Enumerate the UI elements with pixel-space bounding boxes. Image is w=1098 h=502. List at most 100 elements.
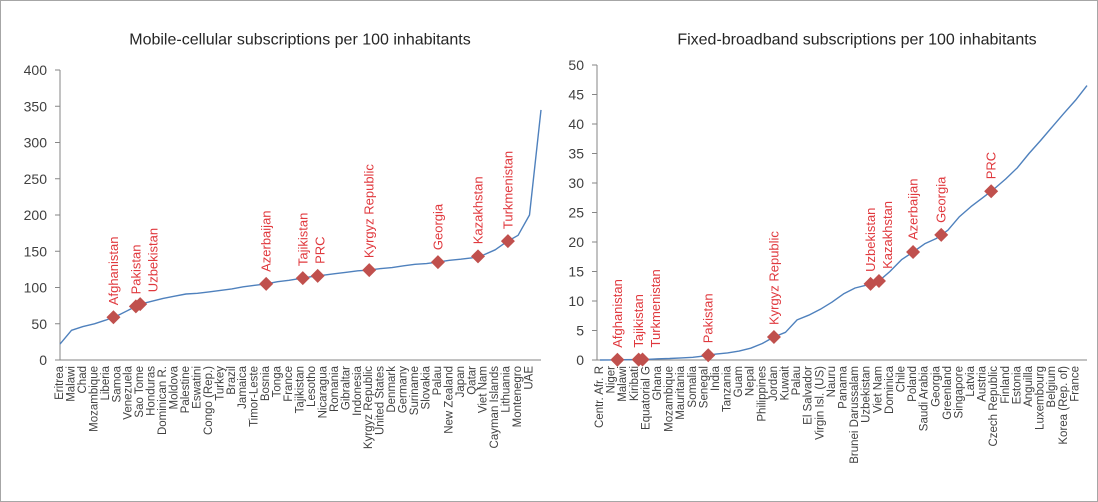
x-tick-label: Gibraltar <box>340 366 352 410</box>
x-tick-label: Tajikistan <box>295 366 307 413</box>
x-tick-label: Sao Tome <box>134 366 146 418</box>
y-tick-label: 50 <box>31 316 47 332</box>
x-tick-label: Cayman Islands <box>489 366 501 449</box>
x-tick-label: Palestine <box>180 366 192 413</box>
y-tick-label: 5 <box>576 323 584 339</box>
x-tick-label: Uzbekistan <box>861 366 873 423</box>
x-tick-label: Congo (Rep.) <box>203 366 215 435</box>
x-tick-label: Ghana <box>652 365 664 400</box>
highlight-label: Uzbekistan <box>145 228 160 292</box>
x-tick-label: Kuwait <box>780 365 792 400</box>
x-tick-label: Honduras <box>146 366 158 416</box>
x-tick-label: Mozambique <box>664 366 676 432</box>
highlight-label: Kyrgyz Republic <box>766 231 781 325</box>
x-tick-label: Germany <box>398 366 410 414</box>
x-tick-label: Viet Nam <box>478 366 490 413</box>
x-tick-label: Senegal <box>698 366 710 408</box>
x-tick-label: Malawi <box>617 366 629 402</box>
x-tick-label: Luxembourg <box>1035 366 1047 430</box>
highlight-label: PRC <box>984 152 999 179</box>
chart-panel-2: Fixed-broadband subscriptions per 100 in… <box>568 32 1088 464</box>
x-tick-label: Qatar <box>466 366 478 395</box>
y-tick-label: 40 <box>568 116 584 132</box>
x-tick-label: Turkey <box>214 366 226 401</box>
highlight-marker <box>984 184 999 199</box>
highlight-label: Georgia <box>430 203 445 250</box>
x-tick-label: Belgium <box>1046 366 1058 408</box>
x-tick-label: Philippines <box>756 366 768 422</box>
highlight-marker <box>500 234 515 249</box>
data-line <box>599 85 1088 361</box>
x-tick-label: Kyrgyz Republic <box>363 366 375 449</box>
x-tick-label: France <box>1069 366 1081 402</box>
x-tick-label: Estonia <box>1011 365 1023 404</box>
x-tick-label: Viet Nam <box>872 366 884 413</box>
x-tick-label: Greenland <box>942 366 954 420</box>
chart-title: Mobile-cellular subscriptions per 100 in… <box>129 32 471 49</box>
x-tick-label: Japan <box>455 366 467 397</box>
y-tick-label: 50 <box>568 57 584 73</box>
x-tick-label: Czech Republic <box>988 366 1000 447</box>
y-tick-label: 0 <box>576 352 584 368</box>
x-tick-label: Mauritania <box>675 365 687 419</box>
y-tick-label: 30 <box>568 175 584 191</box>
x-tick-label: Samoa <box>111 365 123 402</box>
x-tick-label: Liberia <box>100 365 112 400</box>
highlight-label: Afghanistan <box>610 279 625 348</box>
x-tick-label: Denmark <box>386 366 398 413</box>
x-tick-label: Palau <box>791 366 803 395</box>
x-tick-label: Montenegro <box>512 366 524 427</box>
x-tick-label: India <box>710 365 722 391</box>
x-tick-label: Suriname <box>409 366 421 415</box>
x-tick-label: Nepal <box>745 366 757 396</box>
y-tick-label: 15 <box>568 264 584 280</box>
highlight-label: Turkmenistan <box>648 269 663 347</box>
highlight-label: Uzbekistan <box>863 208 878 272</box>
x-tick-label: Nicaragua <box>317 365 329 418</box>
x-tick-label: Finland <box>1000 366 1012 404</box>
x-tick-label: Eswatini <box>191 366 203 409</box>
x-tick-label: Guam <box>733 366 745 397</box>
highlight-label: Kazakhstan <box>880 201 895 269</box>
y-tick-label: 250 <box>24 171 48 187</box>
highlight-label: Afghanistan <box>106 237 121 306</box>
highlight-marker <box>635 352 650 367</box>
x-tick-label: Lithuania <box>501 365 513 412</box>
x-tick-label: Nauru <box>826 366 838 397</box>
x-tick-label: Kiribati <box>629 366 641 401</box>
x-tick-label: New Zealand <box>443 366 455 434</box>
x-tick-label: Tanzania <box>722 365 734 412</box>
highlight-label: Kazakhstan <box>471 176 486 244</box>
y-tick-label: 300 <box>24 135 48 151</box>
x-tick-label: Equatorial G <box>640 366 652 430</box>
y-tick-label: 100 <box>24 280 48 296</box>
highlight-marker <box>106 310 121 325</box>
x-tick-label: Austria <box>977 365 989 401</box>
highlight-marker <box>259 276 274 291</box>
x-tick-label: Eritrea <box>54 365 66 399</box>
x-tick-label: Mozambique <box>88 366 100 432</box>
x-tick-label: Anguilla <box>1023 365 1035 407</box>
highlight-label: Azerbaijan <box>906 179 921 240</box>
highlight-marker <box>766 329 781 344</box>
highlight-label: Turkmenistan <box>500 151 515 229</box>
x-tick-label: United States <box>375 366 387 435</box>
x-tick-label: Latvia <box>965 365 977 396</box>
y-tick-label: 35 <box>568 146 584 162</box>
x-tick-label: Singapore <box>954 366 966 418</box>
highlight-label: Pakistan <box>128 245 143 295</box>
x-tick-label: UAE <box>524 366 536 390</box>
x-tick-label: Niger <box>606 366 618 394</box>
x-tick-label: Chile <box>896 366 908 392</box>
highlight-marker <box>430 255 445 270</box>
highlight-marker <box>701 348 716 363</box>
y-tick-label: 25 <box>568 205 584 221</box>
x-tick-label: Georgia <box>930 365 942 407</box>
x-tick-label: Panama <box>838 365 850 408</box>
highlight-marker <box>934 227 949 242</box>
highlight-marker <box>906 245 921 260</box>
x-tick-label: Chad <box>77 366 89 394</box>
highlight-label: Azerbaijan <box>259 210 274 271</box>
highlight-label: Tajikistan <box>295 213 310 266</box>
